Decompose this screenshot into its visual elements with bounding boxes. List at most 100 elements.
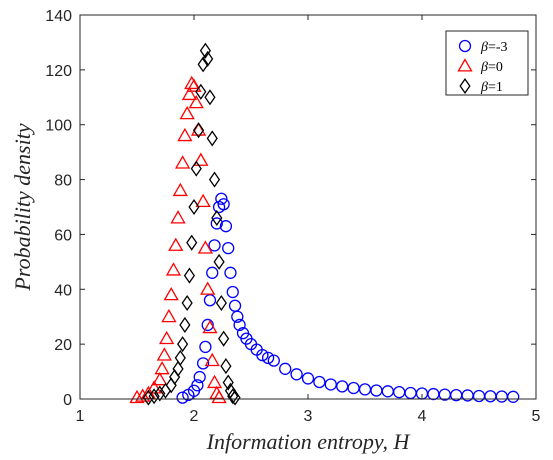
data-point-triangle [156, 347, 172, 361]
data-point-triangle [146, 380, 162, 394]
data-point-circle [301, 372, 315, 385]
data-point-circle [267, 354, 280, 367]
data-point-diamond [186, 234, 198, 251]
data-point-diamond [213, 253, 225, 270]
data-point-circle [256, 348, 269, 362]
data-point-diamond [199, 42, 211, 59]
data-point-diamond [206, 130, 218, 147]
data-point-diamond [192, 122, 205, 139]
data-point-circle [208, 239, 221, 252]
data-point-circle [193, 370, 206, 384]
legend-marker-triangle [457, 58, 473, 72]
data-point-triangle [135, 388, 151, 402]
data-point-circle [191, 379, 204, 392]
legend: β=-3β=0β=1 [445, 30, 529, 96]
data-point-circle [217, 198, 230, 211]
data-point-triangle [161, 308, 177, 323]
x-tick-label: 2 [190, 408, 199, 425]
data-point-diamond [220, 358, 232, 375]
data-point-triangle [195, 193, 211, 208]
data-point-triangle [190, 122, 207, 136]
legend-label-value: =1 [488, 80, 503, 95]
data-point-diamond [142, 389, 154, 406]
data-point-circle [233, 318, 246, 332]
legend-label: β=-3 [480, 40, 508, 55]
y-tick-label: 80 [54, 173, 72, 190]
y-tick-label: 40 [54, 282, 72, 299]
data-point-diamond [190, 160, 202, 177]
data-point-diamond [227, 388, 239, 405]
data-point-triangle [152, 371, 168, 386]
data-point-circle [324, 378, 337, 391]
legend-items: β=-3β=0β=1 [457, 39, 508, 95]
x-axis-title: Information entropy, H [206, 429, 411, 454]
data-point-diamond [195, 83, 207, 100]
data-point-triangle [168, 237, 184, 251]
legend-label: β=0 [480, 60, 503, 75]
axis-tick-labels: 1 2 3 4 5 0 20 40 60 80 100 120 140 [45, 8, 540, 425]
series-layer [129, 42, 520, 406]
y-tick-label: 0 [63, 392, 72, 409]
data-point-triangle [170, 210, 186, 224]
data-point-triangle [154, 361, 170, 375]
data-point-diamond [183, 267, 196, 284]
data-point-triangle [159, 330, 175, 345]
data-point-triangle [202, 319, 218, 334]
data-point-triangle [163, 286, 179, 301]
data-point-triangle [165, 262, 182, 276]
data-point-triangle [172, 182, 188, 197]
data-point-circle [290, 368, 303, 381]
data-point-diamond [208, 171, 221, 188]
data-point-diamond [211, 209, 223, 227]
data-point-circle [507, 390, 520, 403]
legend-label-value: =-3 [488, 40, 508, 55]
legend-marker-diamond [459, 77, 471, 95]
data-point-circle [313, 375, 326, 389]
data-point-triangle [179, 105, 195, 120]
y-axis-title: Probability density [10, 123, 35, 291]
series-circle [176, 192, 520, 404]
x-tick-label: 5 [532, 408, 541, 425]
data-point-diamond [218, 330, 230, 347]
data-point-triangle [206, 374, 223, 389]
data-point-circle [176, 391, 189, 404]
legend-marker-circle [458, 39, 472, 53]
data-point-circle [201, 318, 214, 332]
legend-label-symbol: β [480, 80, 488, 95]
data-point-triangle [193, 152, 209, 166]
data-point-triangle [129, 389, 145, 404]
data-point-diamond [197, 56, 209, 73]
data-point-triangle [177, 127, 193, 142]
data-point-triangle [174, 155, 191, 169]
data-point-triangle [200, 281, 216, 295]
data-point-circle [231, 310, 244, 323]
legend-label-symbol: β [480, 40, 488, 55]
x-tick-label: 4 [418, 408, 427, 425]
legend-box [445, 30, 529, 96]
data-point-diamond [188, 198, 200, 216]
x-tick-label: 3 [304, 408, 313, 425]
data-point-circle [261, 351, 275, 365]
data-point-diamond [177, 336, 189, 353]
data-point-circle [196, 357, 210, 370]
data-point-diamond [148, 388, 160, 405]
data-point-diamond [222, 374, 234, 391]
legend-label-symbol: β [480, 60, 488, 75]
y-tick-label: 20 [54, 337, 72, 354]
data-point-circle [206, 266, 219, 279]
data-point-circle [219, 220, 233, 233]
data-point-diamond [174, 349, 186, 366]
data-point-diamond [204, 89, 216, 106]
data-point-circle [215, 192, 228, 205]
data-point-triangle [197, 240, 214, 254]
y-tick-label: 100 [45, 118, 72, 135]
legend-label: β=1 [480, 80, 503, 95]
data-point-circle [210, 217, 223, 230]
legend-label-value: =0 [488, 60, 503, 75]
series-triangle [129, 75, 227, 404]
data-point-triangle [211, 389, 227, 404]
data-point-diamond [154, 385, 166, 402]
y-tick-label: 120 [45, 63, 72, 80]
plot-frame [79, 14, 537, 400]
